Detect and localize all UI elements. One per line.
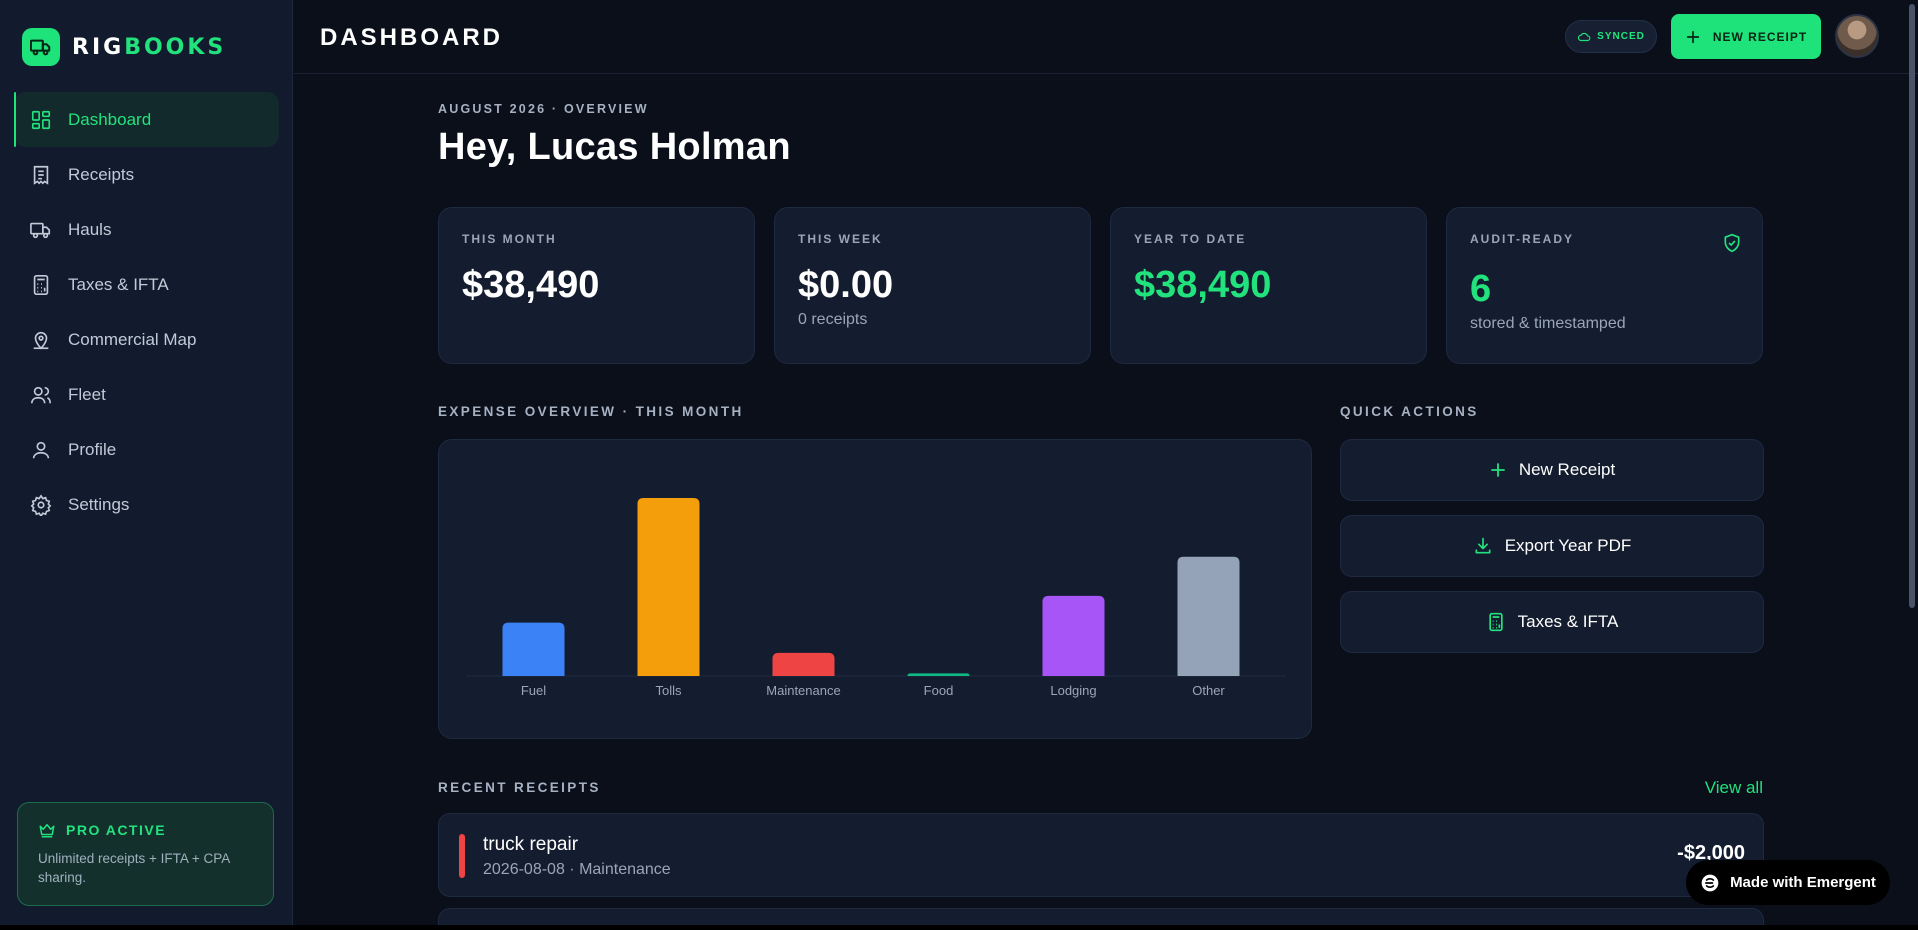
chart-bar-other[interactable] [1177,556,1240,676]
shield-check-icon [1724,233,1740,253]
download-icon [1475,537,1491,554]
sidebar-item-commercial-map[interactable]: Commercial Map [14,312,279,367]
truck-icon [30,222,51,238]
chart-tick-label: Lodging [1050,683,1096,698]
stat-value: $38,490 [1134,264,1272,306]
scrollbar[interactable] [1909,4,1915,608]
sidebar-item-dashboard[interactable]: Dashboard [14,92,279,147]
stat-label: AUDIT-READY [1470,232,1575,246]
calculator-icon [33,274,49,295]
made-with-label: Made with Emergent [1730,874,1876,891]
receipt-title: truck repair [483,834,579,855]
quick-action-new-receipt[interactable]: New Receipt [1340,439,1764,501]
chart-bar-maintenance[interactable] [772,652,835,676]
expense-bar-chart: Fuel Tolls Maintenance Food Lodging Other [466,498,1286,698]
made-with-emergent-badge[interactable]: Made with Emergent [1686,860,1890,905]
brand-logo[interactable]: RIGBOOKS [22,28,226,66]
chart-bar-food[interactable] [907,673,970,676]
map-pin-icon [33,331,49,349]
quick-action-label: Taxes & IFTA [1517,612,1619,631]
expense-overview-label: EXPENSE OVERVIEW · THIS MONTH [438,404,744,419]
sidebar-item-label: Receipts [68,164,135,184]
sidebar-item-settings[interactable]: Settings [14,477,279,532]
quick-action-export-pdf[interactable]: Export Year PDF [1340,515,1764,577]
sidebar-nav: Dashboard Receipts Hauls Taxes & IFTA Co… [14,92,279,532]
new-receipt-button[interactable]: NEW RECEIPT [1671,14,1821,59]
synced-label: SYNCED [1597,31,1645,42]
sidebar-item-taxes[interactable]: Taxes & IFTA [14,257,279,312]
greeting-heading: Hey, Lucas Holman [438,126,791,168]
sidebar-item-hauls[interactable]: Hauls [14,202,279,257]
stat-value: $0.00 [798,264,894,306]
chart-bar-lodging[interactable] [1042,595,1105,676]
recent-receipts-label: RECENT RECEIPTS [438,780,601,795]
new-receipt-label: NEW RECEIPT [1712,29,1808,44]
sidebar-item-fleet[interactable]: Fleet [14,367,279,422]
receipt-amount: -$2,000 [1677,842,1745,864]
brand-name: RIGBOOKS [72,34,227,60]
chart-tick-label: Food [924,683,954,698]
truck-logo-icon [22,28,60,66]
users-icon [31,386,51,403]
sidebar-item-receipts[interactable]: Receipts [14,147,279,202]
page-title: DASHBOARD [320,24,503,51]
plus-icon [1686,30,1699,43]
stat-sub: 0 receipts [798,311,868,328]
pro-status-card: PRO ACTIVE Unlimited receipts + IFTA + C… [17,802,274,906]
quick-action-label: New Receipt [1518,460,1616,479]
crown-icon [39,824,55,838]
sidebar-item-profile[interactable]: Profile [14,422,279,477]
receipt-meta: 2026-08-08 · Maintenance [483,861,671,878]
emergent-logo-icon [1701,874,1719,891]
gear-icon [30,493,52,516]
chart-tick-label: Maintenance [766,683,840,698]
bottom-strip [0,925,1918,930]
sidebar-item-label: Hauls [68,219,112,239]
pro-title: PRO ACTIVE [66,822,167,838]
chart-tick-label: Tolls [655,683,682,698]
receipt-row[interactable] [438,908,1764,930]
view-all-link[interactable]: View all [1704,778,1763,797]
sidebar-item-label: Dashboard [68,109,152,129]
expense-chart: Fuel Tolls Maintenance Food Lodging Other [438,439,1312,739]
sidebar-item-label: Fleet [68,384,106,404]
stat-card-this-month: THIS MONTH $38,490 [438,207,755,364]
pro-description: Unlimited receipts + IFTA + CPA sharing. [38,851,230,885]
plus-icon [1490,463,1505,477]
stat-card-this-week: THIS WEEK $0.00 0 receipts [774,207,1091,364]
stat-label: THIS MONTH [462,232,557,246]
sidebar-item-label: Commercial Map [68,329,197,349]
sidebar: RIGBOOKS Dashboard Receipts Hauls Taxes … [0,0,293,925]
chart-bar-fuel[interactable] [502,622,565,676]
avatar[interactable] [1835,14,1879,58]
category-color-bar [459,834,465,878]
receipt-icon [33,165,49,185]
stat-card-year-to-date: YEAR TO DATE $38,490 [1110,207,1427,364]
receipt-row[interactable]: truck repair 2026-08-08 · Maintenance -$… [438,813,1764,897]
stat-label: YEAR TO DATE [1134,232,1247,246]
chart-tick-label: Other [1192,683,1225,698]
sidebar-item-label: Profile [68,439,117,459]
stat-label: THIS WEEK [798,232,883,246]
calculator-icon [1488,612,1503,632]
chart-tick-label: Fuel [521,683,546,698]
stat-card-audit-ready: AUDIT-READY 6 stored & timestamped [1446,207,1763,364]
quick-action-taxes-ifta[interactable]: Taxes & IFTA [1340,591,1764,653]
quick-action-label: Export Year PDF [1504,536,1632,555]
stat-value: $38,490 [462,264,600,306]
synced-badge: SYNCED [1565,20,1657,53]
cloud-icon [1578,32,1591,41]
sidebar-item-label: Settings [68,494,130,514]
chart-bar-tolls[interactable] [637,498,700,676]
overview-eyebrow: AUGUST 2026 · OVERVIEW [438,102,649,116]
quick-actions-label: QUICK ACTIONS [1340,404,1479,419]
sidebar-item-label: Taxes & IFTA [68,274,169,294]
stat-value: 6 [1470,268,1492,310]
top-bar: DASHBOARD SYNCED NEW RECEIPT [294,0,1918,74]
dashboard-icon [31,110,51,129]
user-icon [32,441,50,458]
stat-sub: stored & timestamped [1470,315,1626,332]
